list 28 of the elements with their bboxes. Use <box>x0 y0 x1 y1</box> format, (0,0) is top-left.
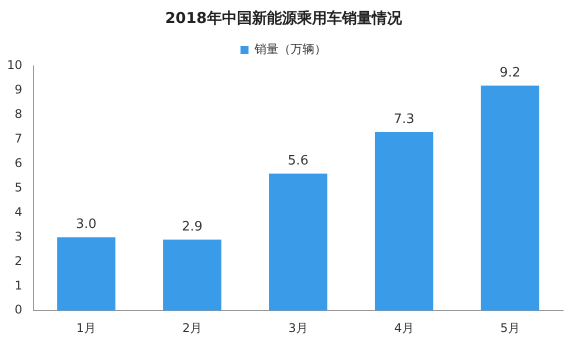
legend-label: 销量（万辆） <box>254 42 326 56</box>
x-tick-label: 3月 <box>288 320 308 335</box>
bar <box>374 132 434 311</box>
bar <box>163 240 222 311</box>
x-tick-label: 4月 <box>394 320 414 335</box>
bar <box>480 86 540 311</box>
data-label: 3.0 <box>76 217 97 232</box>
y-tick-label: 1 <box>14 278 22 292</box>
y-tick-label: 4 <box>14 204 22 219</box>
bar <box>57 237 116 311</box>
data-label: 7.3 <box>394 112 414 127</box>
data-label: 5.6 <box>288 154 308 168</box>
y-tick-label: 0 <box>14 302 22 317</box>
x-tick-label: 1月 <box>76 320 96 335</box>
chart-title: 2018年中国新能源乘用车销量情况 <box>165 8 403 27</box>
bar <box>269 174 328 311</box>
y-tick-label: 10 <box>6 58 22 72</box>
data-label: 9.2 <box>500 65 520 80</box>
x-tick-label: 2月 <box>182 320 202 335</box>
x-tick-label: 5月 <box>500 320 520 335</box>
y-tick-label: 2 <box>14 254 22 268</box>
y-tick-label: 6 <box>14 156 22 170</box>
y-tick-label: 3 <box>14 229 22 244</box>
data-label: 2.9 <box>182 220 203 235</box>
y-tick-label: 5 <box>14 180 22 194</box>
y-tick-label: 7 <box>14 132 22 146</box>
y-tick-label: 9 <box>14 82 22 97</box>
y-tick-label: 8 <box>14 107 22 122</box>
